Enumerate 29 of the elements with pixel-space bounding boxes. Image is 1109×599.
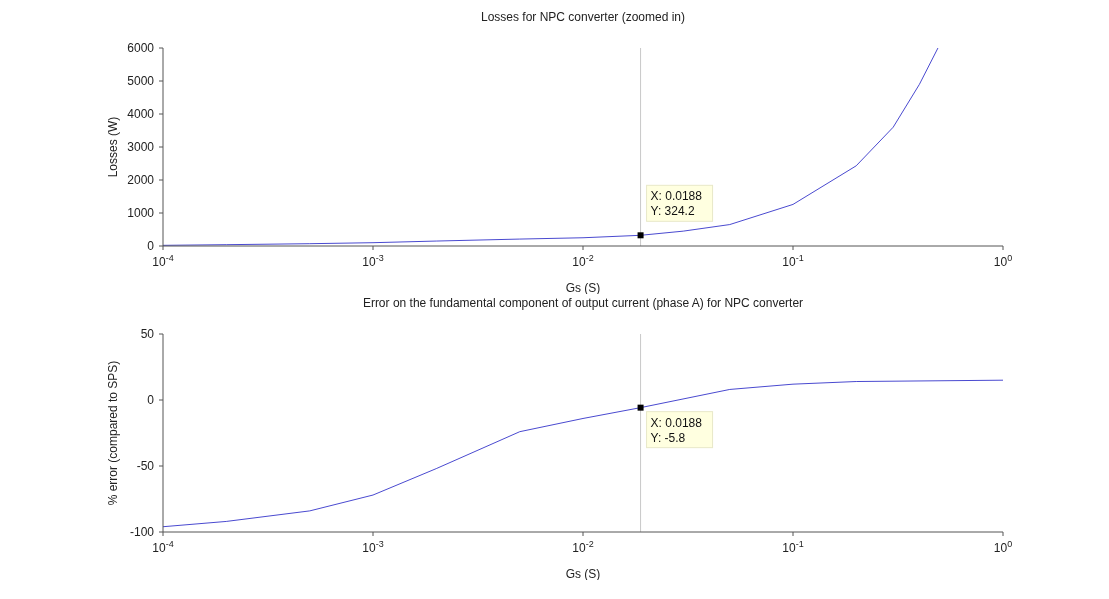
x-tick-label: 10$^{-1}$ bbox=[782, 539, 804, 555]
y-axis-title: % error (compared to SPS) bbox=[106, 360, 121, 506]
y-tick-label: 50 bbox=[140, 327, 155, 341]
x-tick-label: 10$^{-3}$ bbox=[362, 253, 384, 269]
y-tick-label: 4000 bbox=[127, 107, 155, 121]
chart-title: Losses for NPC converter (zoomed in) bbox=[479, 9, 687, 26]
y-tick-label: 0 bbox=[147, 393, 155, 407]
x-tick-label: 10$^{-3}$ bbox=[362, 539, 384, 555]
x-axis-title: Gs (S) bbox=[565, 281, 601, 295]
y-tick-label: 6000 bbox=[127, 41, 155, 55]
x-tick-label: 10$^{-2}$ bbox=[572, 539, 594, 555]
x-tick-label: 10$^{-4}$ bbox=[152, 253, 174, 269]
x-tick-label: 10$^{-2}$ bbox=[572, 253, 594, 269]
y-axis-title: Losses (W) bbox=[106, 116, 121, 178]
y-tick-label: 3000 bbox=[127, 140, 155, 154]
y-tick-label: 2000 bbox=[127, 173, 155, 187]
x-tick-label: 10$^{-4}$ bbox=[152, 539, 174, 555]
annotation: X: 0.0188 Y: -5.8 bbox=[650, 415, 703, 445]
y-tick-label: 5000 bbox=[127, 74, 155, 88]
annotation: X: 0.0188 Y: 324.2 bbox=[650, 189, 703, 219]
x-tick-label: 10$^{-1}$ bbox=[782, 253, 804, 269]
x-tick-label: 10$^{0}$ bbox=[993, 253, 1013, 269]
x-axis-title: Gs (S) bbox=[565, 567, 601, 581]
x-tick-label: 10$^{0}$ bbox=[993, 539, 1013, 555]
y-tick-label: -100 bbox=[129, 525, 155, 539]
chart-title: Error on the fundamental component of output current (phase A) for NPC converter bbox=[361, 295, 805, 312]
y-tick-label: 1000 bbox=[127, 206, 155, 220]
y-tick-label: -50 bbox=[136, 459, 155, 473]
y-tick-label: 0 bbox=[147, 239, 155, 253]
